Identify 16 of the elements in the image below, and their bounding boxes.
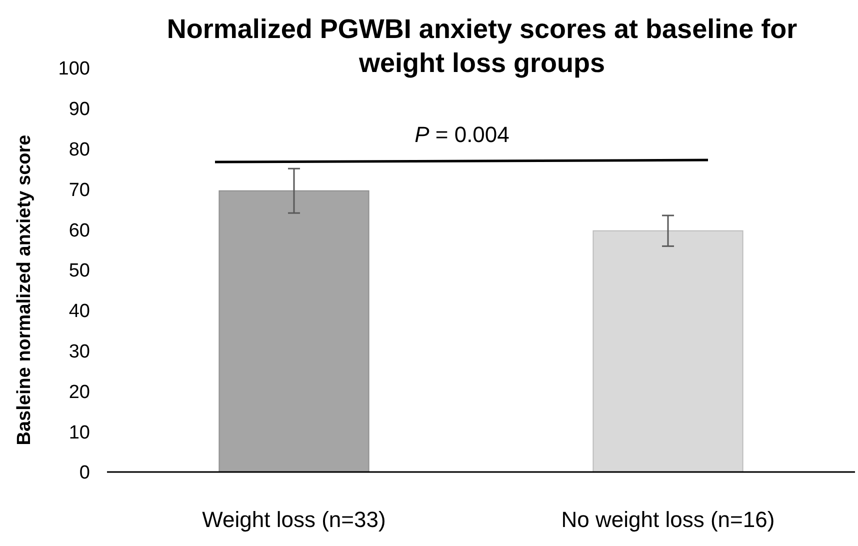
y-tick-label: 30 (68, 341, 90, 362)
y-tick-label: 80 (68, 139, 90, 160)
y-tick-label: 0 (79, 462, 90, 484)
y-tick-label: 10 (68, 422, 90, 444)
x-tick-label: No weight loss (n=16) (561, 507, 775, 532)
y-tick-label: 60 (68, 220, 90, 242)
y-tick-label: 50 (68, 260, 90, 282)
y-tick-label: 20 (68, 382, 90, 403)
y-tick-label: 70 (68, 180, 90, 201)
y-tick-label: 100 (58, 58, 90, 80)
y-axis-title: Basleine normalized anxiety score (14, 134, 35, 446)
y-tick-label: 40 (68, 301, 90, 322)
x-tick-label: Weight loss (n=33) (202, 507, 386, 532)
chart-title: Normalized PGWBI anxiety scores at baseline for weight loss groups (166, 14, 798, 78)
y-tick-label: 90 (68, 99, 90, 120)
annotation: P = 0.004 (414, 122, 510, 147)
